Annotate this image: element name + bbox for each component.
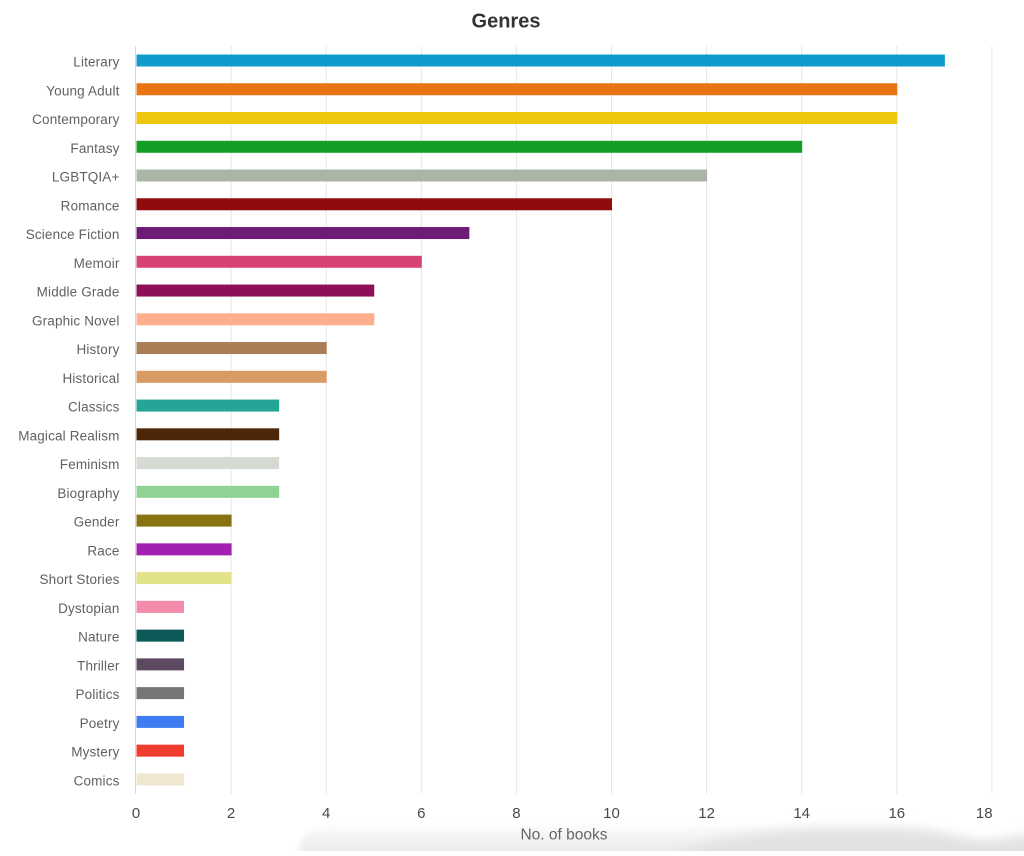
svg-text:0: 0 xyxy=(132,805,140,822)
svg-text:Magical Realism: Magical Realism xyxy=(18,428,119,443)
svg-text:Contemporary: Contemporary xyxy=(32,112,119,127)
svg-text:History: History xyxy=(76,342,119,357)
svg-text:Genres: Genres xyxy=(472,11,541,33)
svg-text:Fantasy: Fantasy xyxy=(70,141,119,156)
svg-text:Biography: Biography xyxy=(57,486,119,501)
svg-text:Middle Grade: Middle Grade xyxy=(37,285,120,300)
svg-text:Historical: Historical xyxy=(62,371,119,386)
svg-text:6: 6 xyxy=(417,805,425,822)
svg-text:Romance: Romance xyxy=(61,198,120,213)
svg-text:Short Stories: Short Stories xyxy=(40,572,120,587)
svg-text:Thriller: Thriller xyxy=(77,658,120,673)
svg-text:8: 8 xyxy=(512,805,520,822)
svg-text:Comics: Comics xyxy=(74,773,120,788)
svg-text:Gender: Gender xyxy=(74,515,120,530)
svg-text:Memoir: Memoir xyxy=(74,256,120,271)
svg-text:Politics: Politics xyxy=(76,687,120,702)
svg-text:4: 4 xyxy=(322,805,330,822)
svg-text:Mystery: Mystery xyxy=(71,745,119,760)
svg-text:Nature: Nature xyxy=(78,630,119,645)
svg-text:Poetry: Poetry xyxy=(80,716,120,731)
svg-text:No. of books: No. of books xyxy=(520,827,607,844)
svg-text:2: 2 xyxy=(227,805,235,822)
svg-text:LGBTQIA+: LGBTQIA+ xyxy=(52,170,120,185)
svg-text:12: 12 xyxy=(698,805,715,822)
svg-text:Race: Race xyxy=(87,543,119,558)
svg-text:Feminism: Feminism xyxy=(60,457,120,472)
svg-text:Science Fiction: Science Fiction xyxy=(26,227,120,242)
svg-text:Literary: Literary xyxy=(73,55,119,70)
svg-text:Young Adult: Young Adult xyxy=(46,83,119,98)
svg-text:10: 10 xyxy=(603,805,620,822)
svg-text:Graphic Novel: Graphic Novel xyxy=(32,313,120,328)
svg-text:14: 14 xyxy=(793,805,810,822)
svg-text:Dystopian: Dystopian xyxy=(58,601,119,616)
svg-text:Classics: Classics xyxy=(68,400,120,415)
svg-text:18: 18 xyxy=(976,805,993,822)
svg-text:16: 16 xyxy=(888,805,905,822)
